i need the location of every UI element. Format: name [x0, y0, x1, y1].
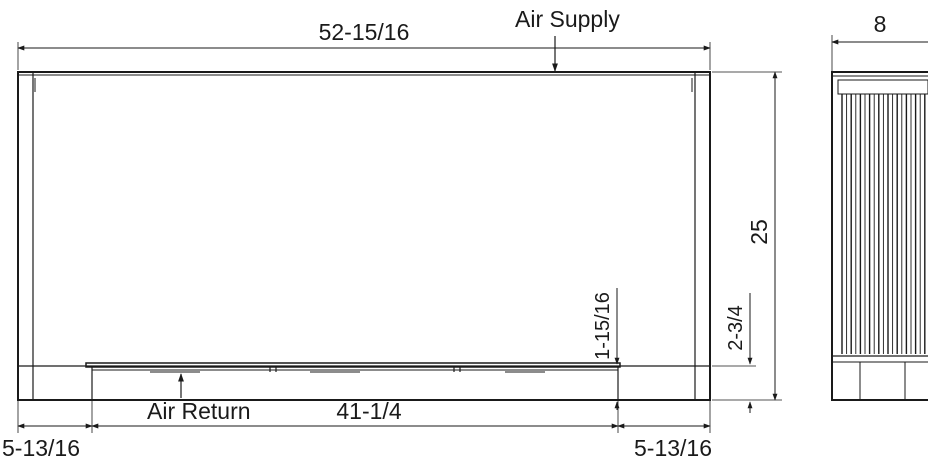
unit-body-outline: [17, 71, 711, 401]
base-height-label: 2-3/4: [725, 305, 747, 351]
return-width-label: 41-1/4: [336, 398, 401, 424]
air-return-label: Air Return: [147, 398, 251, 424]
return-height-label: 1-15/16: [592, 292, 614, 360]
side-view: 8: [831, 11, 928, 401]
height-label: 25: [746, 219, 772, 245]
left-offset-label: 5-13/16: [2, 435, 80, 461]
return-grille: [85, 362, 621, 400]
front-view: Air Supply 52-15/16 25 2-3/4 1-15/16 Air…: [2, 6, 782, 461]
right-offset-label: 5-13/16: [634, 435, 712, 461]
side-body-outline: [831, 71, 928, 401]
overall-width-label: 52-15/16: [319, 19, 410, 45]
depth-label: 8: [874, 11, 887, 37]
air-supply-label: Air Supply: [515, 6, 620, 32]
coil-fins: [841, 94, 926, 354]
